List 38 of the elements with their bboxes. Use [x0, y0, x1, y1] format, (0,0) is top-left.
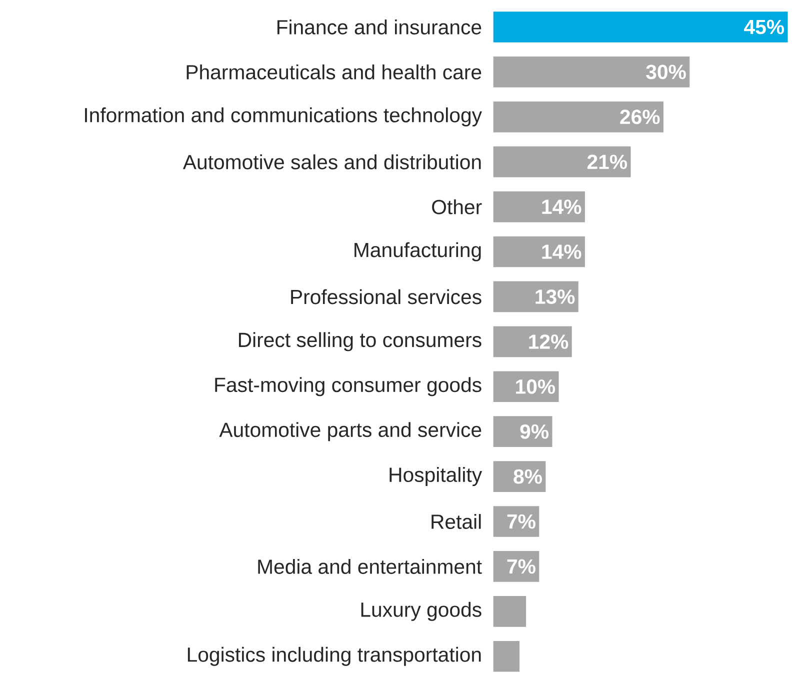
- data-label: 12%: [529, 334, 568, 349]
- data-label: 13%: [536, 289, 575, 304]
- y-tick-label: Media and entertainment: [258, 558, 482, 574]
- data-label: 7%: [507, 559, 536, 574]
- y-tick-label: Fast-moving consumer goods: [215, 376, 482, 396]
- y-tick-label: Logistics including transportation: [188, 646, 481, 666]
- y-tick-label: Information and communications technology: [85, 107, 482, 126]
- data-label: 14%: [542, 244, 582, 259]
- bar: [493, 596, 526, 627]
- y-tick-label: Direct selling to consumers: [239, 332, 482, 352]
- y-tick-label: Retail: [432, 514, 481, 529]
- data-label: 21%: [587, 154, 628, 169]
- y-tick-label: Pharmaceuticals and health care: [186, 64, 482, 80]
- data-label: 26%: [620, 110, 660, 124]
- bar: [493, 281, 578, 312]
- y-tick-label: Manufacturing: [354, 242, 481, 262]
- y-tick-label: Professional services: [291, 289, 482, 304]
- data-label: 7%: [507, 514, 536, 529]
- data-label: 45%: [744, 20, 784, 34]
- data-label: 10%: [516, 379, 556, 394]
- bar: [493, 146, 631, 178]
- bar: [493, 101, 664, 132]
- y-tick-label: Automotive parts and service: [219, 422, 482, 441]
- y-tick-label: Hospitality: [390, 466, 482, 486]
- data-label: 9%: [520, 424, 549, 439]
- y-tick-label: Luxury goods: [361, 602, 482, 621]
- data-label: 30%: [646, 64, 686, 80]
- bar: [493, 416, 552, 447]
- y-tick-label: Other: [432, 199, 482, 214]
- bar: [493, 56, 690, 88]
- bar: [493, 236, 585, 268]
- bar: [493, 640, 520, 672]
- y-tick-label: Finance and insurance: [277, 19, 482, 34]
- bar: [493, 11, 788, 42]
- y-tick-label: Automotive sales and distribution: [182, 154, 481, 170]
- data-label: 8%: [514, 469, 542, 484]
- data-label: 14%: [542, 199, 582, 214]
- bar: [493, 191, 585, 222]
